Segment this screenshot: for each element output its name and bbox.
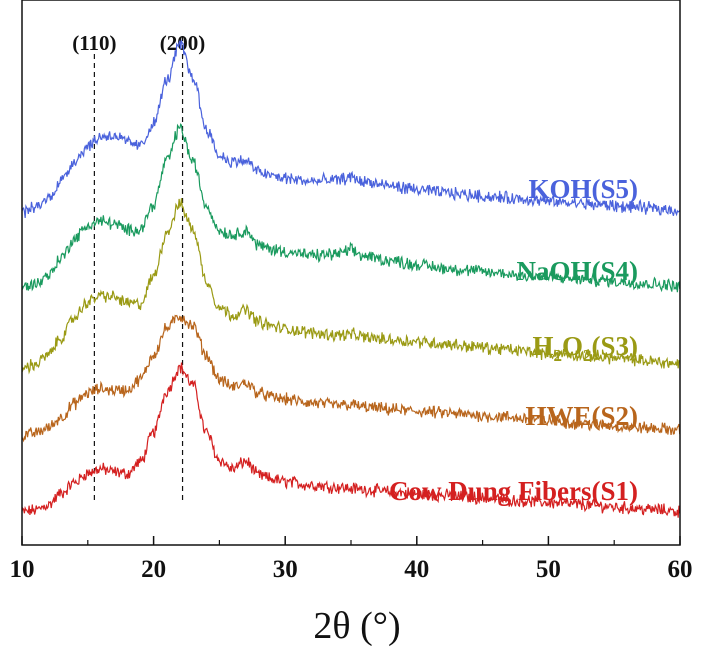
series-line: [21, 39, 681, 219]
series-labels: Cow Dung Fibers(S1) HWE(S2) H2O2(S3) NaOH(S…: [389, 174, 638, 506]
axes: 10 20 30 40 50 60: [10, 0, 693, 583]
series-line: [21, 314, 681, 443]
peak-label: (110): [72, 31, 116, 55]
x-tick-label: 50: [536, 556, 561, 583]
x-tick-label: 60: [668, 556, 693, 583]
x-axis-title: 2θ (°): [313, 605, 400, 647]
series-label: NaOH(S4): [517, 256, 639, 286]
x-tick-label: 30: [273, 556, 298, 583]
reference-lines: (110) (200): [72, 31, 205, 500]
x-tick-label: 10: [10, 556, 35, 583]
series-label: HWE(S2): [525, 401, 638, 431]
x-tick-label: 40: [404, 556, 429, 583]
series-label: Cow Dung Fibers(S1): [389, 476, 638, 506]
series-layer: [21, 39, 681, 518]
series-label: H2O2(S3): [532, 331, 638, 365]
x-tick-label: 20: [141, 556, 166, 583]
series-line: [21, 198, 680, 375]
series-line: [21, 123, 681, 293]
series-label: KOH(S5): [528, 174, 638, 204]
series-line: [21, 362, 681, 518]
